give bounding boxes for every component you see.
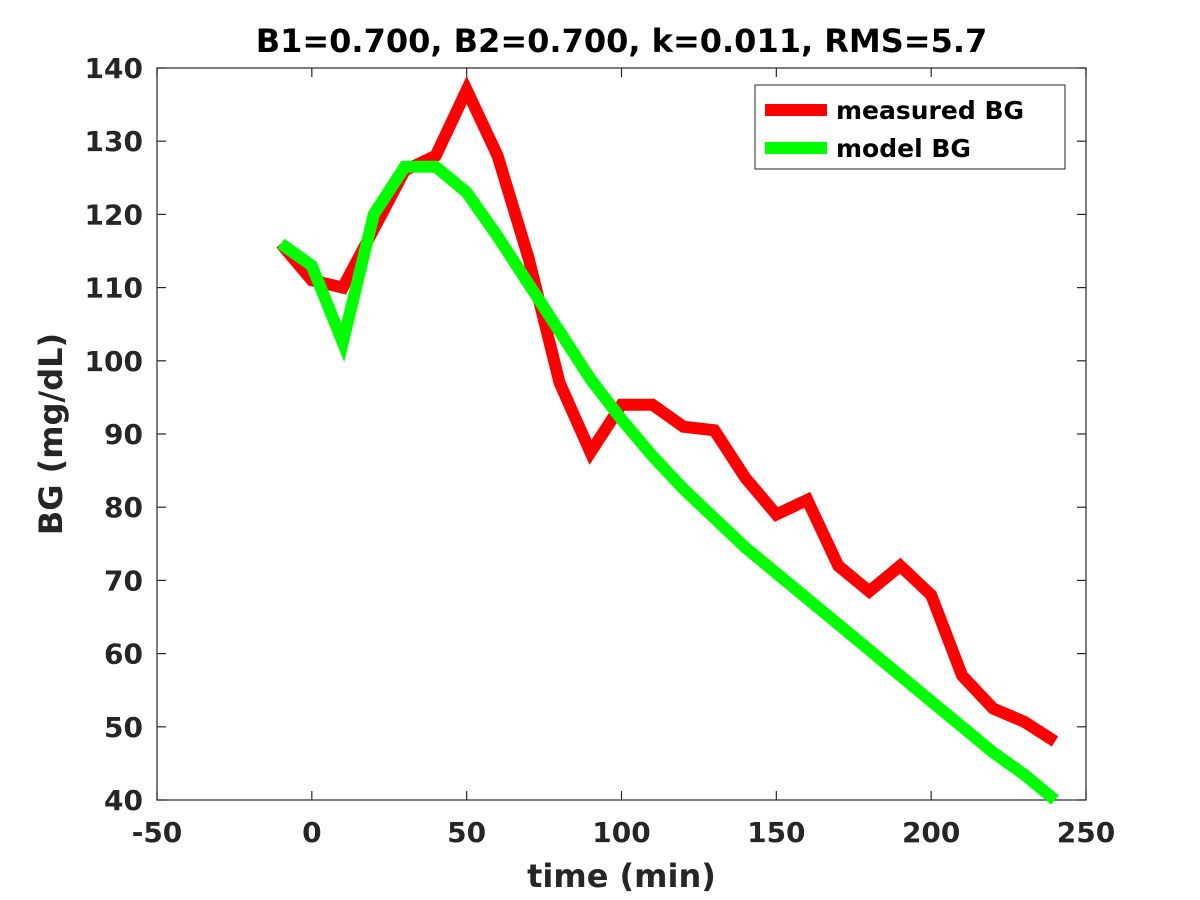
y-tick-label: 140 bbox=[85, 52, 143, 85]
y-tick-label: 80 bbox=[104, 491, 143, 524]
axis-ticks: -50 0 50 100 150 200 250 40 50 60 70 80 90 100 110 120 1… bbox=[85, 52, 1116, 849]
x-tick-label: 50 bbox=[447, 816, 486, 849]
x-tick-label: 200 bbox=[902, 816, 960, 849]
y-tick-label: 60 bbox=[104, 638, 143, 671]
series-line-model-bg bbox=[277, 160, 1059, 805]
y-tick-label: 110 bbox=[85, 272, 143, 305]
legend-label-measured-bg: measured BG bbox=[836, 96, 1024, 125]
y-tick-label: 90 bbox=[104, 418, 143, 451]
y-tick-label: 40 bbox=[104, 784, 143, 817]
x-axis-title: time (min) bbox=[527, 857, 716, 895]
legend: measured BG model BG bbox=[754, 84, 1066, 170]
x-tick-label: -50 bbox=[132, 816, 183, 849]
legend-label-model-bg: model BG bbox=[836, 134, 971, 163]
x-tick-label: 150 bbox=[747, 816, 805, 849]
y-tick-label: 70 bbox=[104, 564, 143, 597]
series-layer bbox=[276, 75, 1059, 805]
y-tick-label: 50 bbox=[104, 711, 143, 744]
y-tick-label: 120 bbox=[85, 198, 143, 231]
y-axis-title: BG (mg/dL) bbox=[32, 333, 70, 535]
y-tick-label: 130 bbox=[85, 125, 143, 158]
y-tick-label: 100 bbox=[85, 345, 143, 378]
x-tick-label: 250 bbox=[1057, 816, 1115, 849]
chart-title: B1=0.700, B2=0.700, k=0.011, RMS=5.7 bbox=[256, 22, 988, 60]
legend-box bbox=[754, 84, 1066, 170]
x-tick-label: 0 bbox=[302, 816, 321, 849]
plot-area bbox=[156, 67, 1087, 801]
x-tick-label: 100 bbox=[592, 816, 650, 849]
